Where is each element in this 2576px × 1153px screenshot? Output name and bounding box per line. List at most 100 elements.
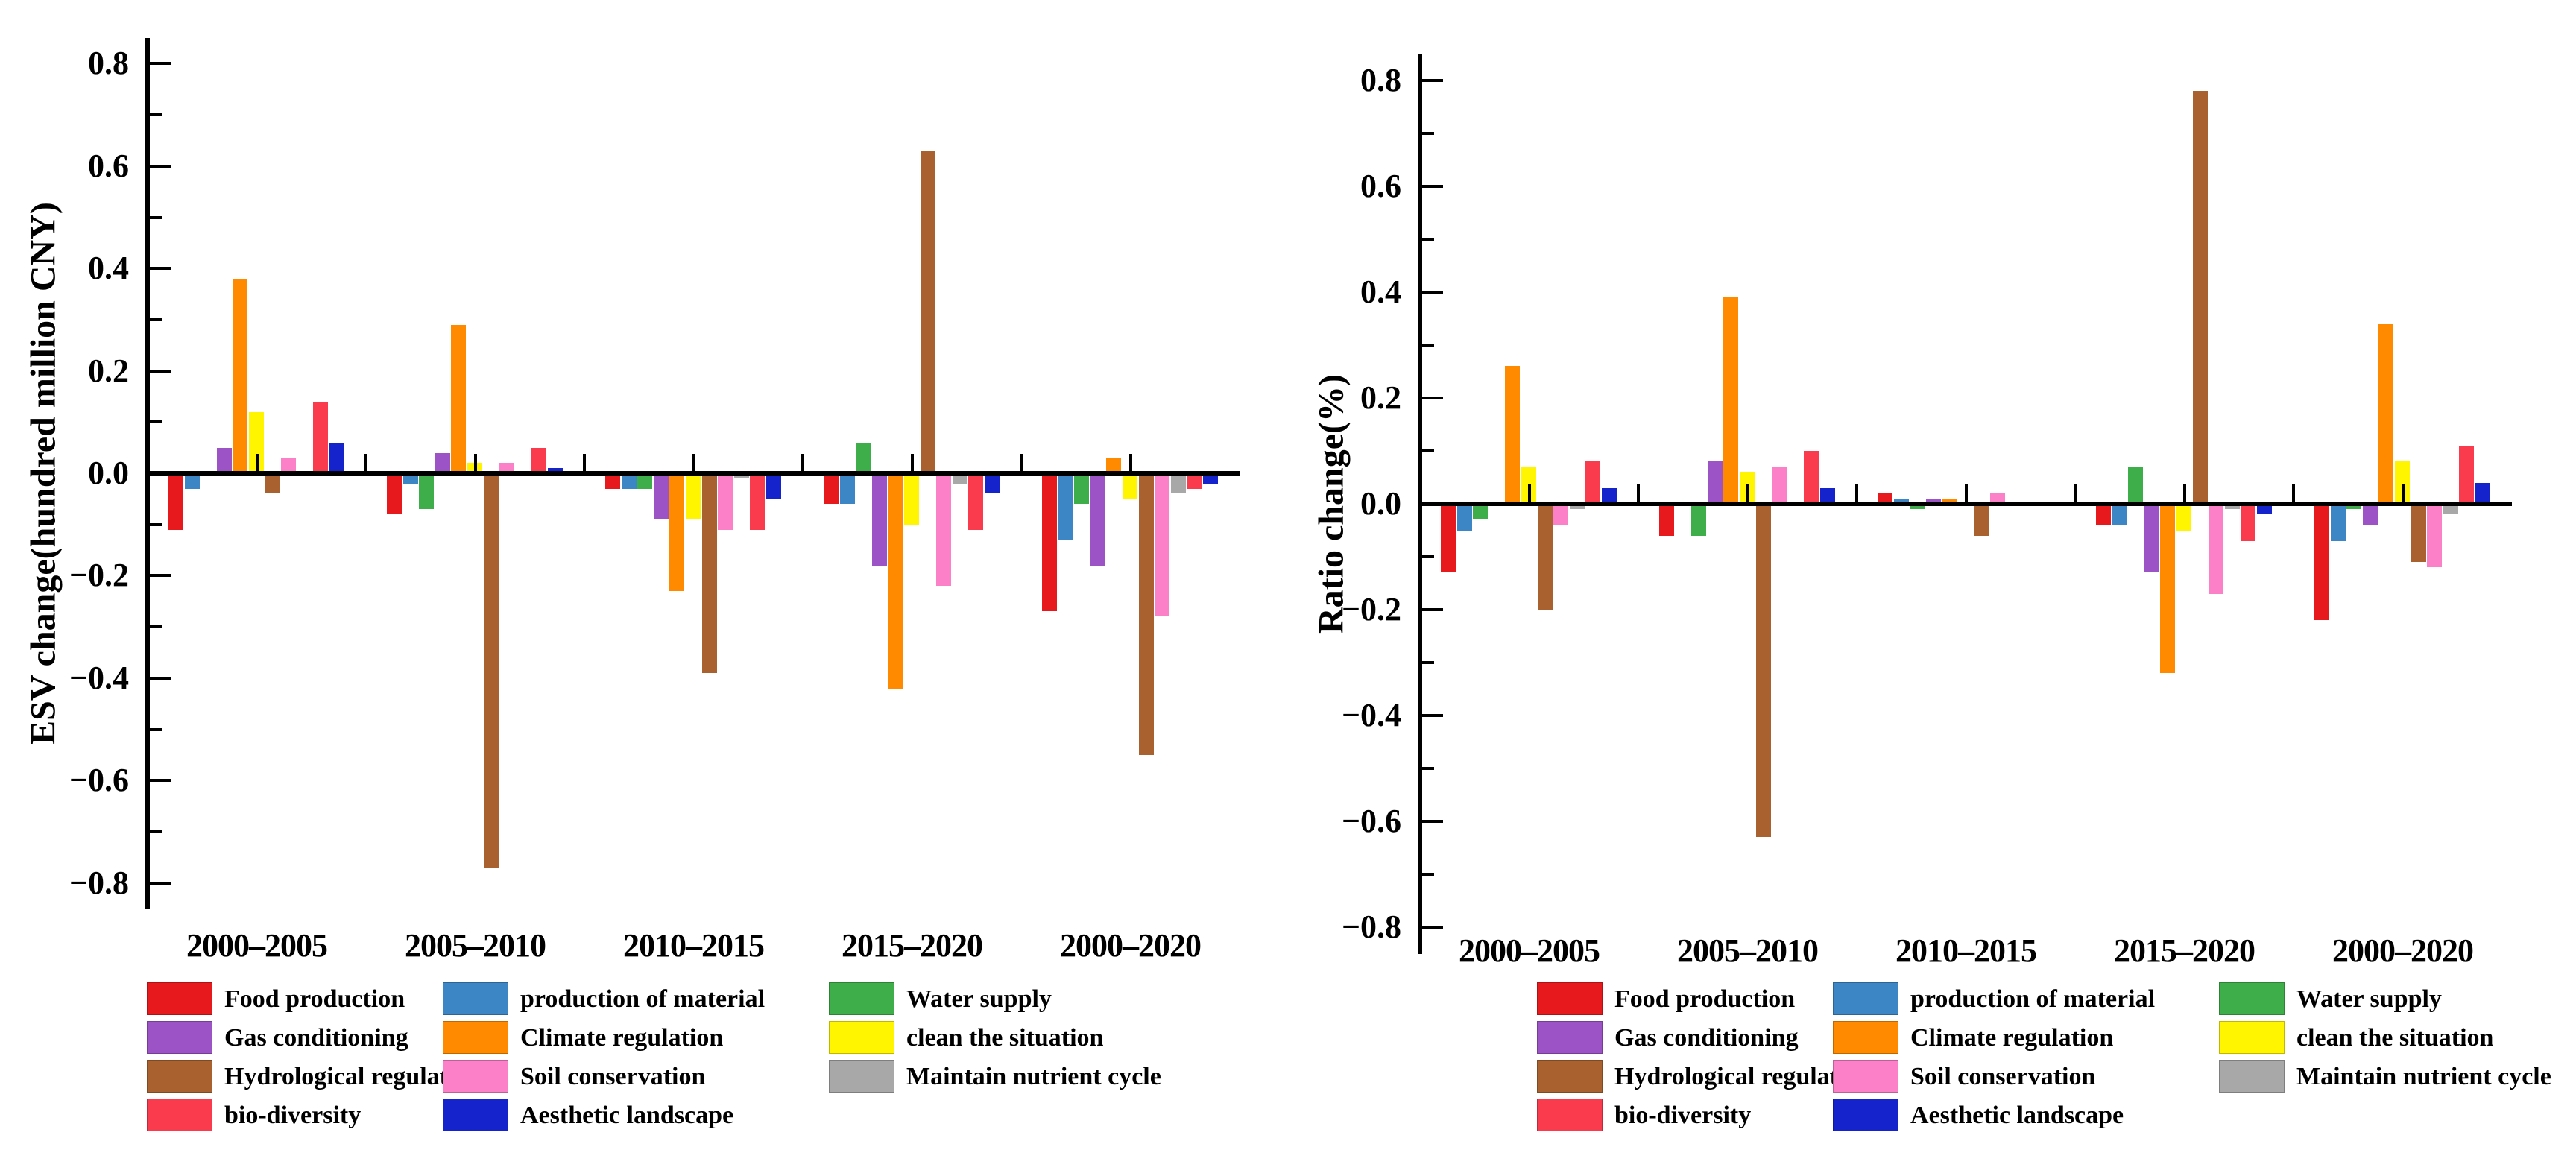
bar-gas-conditioning — [435, 452, 450, 473]
legend-item: Aesthetic landscape — [1833, 1099, 2206, 1134]
legend-item: Water supply — [829, 982, 1202, 1018]
legend-label: Soil conservation — [1910, 1063, 2096, 1090]
y-tick — [1422, 555, 1434, 558]
y-tick — [1422, 820, 1443, 823]
bar-aesthetic-landscape — [1203, 473, 1218, 484]
bar-maintain-nutrient-cycle — [2224, 504, 2240, 510]
legend-label: Climate regulation — [520, 1024, 724, 1052]
y-tick-label: −0.4 — [69, 659, 129, 696]
y-tick-label: 0.8 — [1360, 62, 1401, 98]
legend-swatch-icon — [2219, 982, 2285, 1015]
x-tick — [1746, 484, 1749, 504]
x-tick — [1020, 454, 1023, 473]
bar-gas-conditioning — [2144, 504, 2159, 573]
bar-water-supply — [1691, 504, 1707, 536]
bar-food-production — [387, 473, 402, 514]
bar-water-supply — [1910, 504, 1925, 510]
bar-clean-the-situation — [2176, 504, 2191, 531]
bar-bio-diversity — [1804, 451, 1819, 504]
legend-label: clean the situation — [906, 1024, 1104, 1052]
bar-clean-the-situation — [1123, 473, 1137, 499]
bar-climate-regulation — [451, 324, 467, 473]
x-category-label: 2005–2010 — [405, 927, 546, 964]
legend-label: Climate regulation — [1910, 1024, 2114, 1052]
bar-bio-diversity — [1585, 461, 1601, 504]
y-tick-label: −0.2 — [1341, 591, 1401, 628]
bar-soil-conservation — [281, 458, 297, 473]
legend-item: Gas conditioning — [1537, 1021, 1910, 1057]
y-tick-label: −0.6 — [69, 762, 129, 799]
bar-maintain-nutrient-cycle — [952, 473, 967, 484]
bar-gas-conditioning — [653, 473, 669, 519]
legend-item: production of material — [443, 982, 815, 1018]
y-tick — [1422, 291, 1443, 294]
legend-label: Maintain nutrient cycle — [2296, 1063, 2551, 1090]
legend-swatch-icon — [1537, 1060, 1603, 1093]
bar-production-of-material — [2330, 504, 2346, 541]
x-axis-line — [148, 471, 1240, 476]
y-tick — [1422, 449, 1434, 452]
legend-item: Hydrological regulation — [147, 1060, 520, 1096]
legend-label: Water supply — [2296, 985, 2442, 1013]
x-tick — [473, 454, 477, 473]
legend-swatch-icon — [147, 1099, 212, 1131]
legend-item: Food production — [1537, 982, 1910, 1018]
y-tick — [150, 830, 162, 833]
x-tick — [2401, 484, 2405, 504]
legend-label: Food production — [1614, 985, 1796, 1013]
x-tick — [364, 454, 367, 473]
bar-aesthetic-landscape — [1820, 487, 1835, 504]
bar-production-of-material — [2112, 504, 2127, 525]
legend-swatch-icon — [829, 1021, 894, 1054]
x-category-label: 2015–2020 — [842, 927, 983, 964]
legend-item: clean the situation — [829, 1021, 1202, 1057]
x-category-label: 2000–2005 — [186, 927, 328, 964]
y-tick-label: −0.8 — [69, 864, 129, 901]
y-tick-label: 0.6 — [88, 147, 129, 184]
legend-swatch-icon — [147, 1060, 212, 1093]
x-tick — [2182, 484, 2186, 504]
bar-water-supply — [1074, 473, 1090, 505]
bar-production-of-material — [184, 473, 200, 489]
legend-item: Water supply — [2219, 982, 2576, 1018]
legend-item: Climate regulation — [1833, 1021, 2206, 1057]
legend-item: Aesthetic landscape — [443, 1099, 815, 1134]
legend-item: Gas conditioning — [147, 1021, 520, 1057]
bar-hydrological-regulation — [1974, 504, 1989, 536]
bar-climate-regulation — [2378, 323, 2394, 504]
legend-swatch-icon — [1537, 982, 1603, 1015]
bar-bio-diversity — [313, 401, 329, 473]
y-tick-label: −0.8 — [1341, 909, 1401, 945]
legend-label: clean the situation — [2296, 1024, 2494, 1052]
bar-climate-regulation — [669, 473, 685, 591]
bar-soil-conservation — [2209, 504, 2224, 594]
bar-bio-diversity — [1187, 473, 1202, 489]
bar-aesthetic-landscape — [766, 473, 781, 499]
y-tick-label: 0.2 — [88, 352, 129, 389]
legend-item: Soil conservation — [1833, 1060, 2206, 1096]
y-tick — [150, 113, 162, 117]
y-tick — [1422, 397, 1443, 399]
x-category-label: 2000–2020 — [1060, 927, 1202, 964]
bar-climate-regulation — [1106, 458, 1122, 473]
y-tick-label: 0.0 — [1360, 485, 1401, 522]
y-tick — [150, 62, 171, 66]
bar-soil-conservation — [1553, 504, 1569, 525]
bar-soil-conservation — [1990, 493, 2006, 504]
legend-label: Soil conservation — [520, 1063, 706, 1090]
y-tick — [150, 318, 162, 321]
y-tick — [150, 164, 171, 168]
bar-gas-conditioning — [1707, 461, 1723, 504]
y-tick — [150, 625, 162, 629]
legend-label: Gas conditioning — [1614, 1024, 1799, 1052]
y-tick — [150, 779, 171, 783]
x-category-label: 2010–2015 — [1895, 932, 2037, 969]
legend-swatch-icon — [829, 982, 894, 1015]
bar-food-production — [168, 473, 183, 530]
bar-soil-conservation — [2427, 504, 2443, 568]
legend-label: Gas conditioning — [224, 1024, 408, 1052]
bar-hydrological-regulation — [1537, 504, 1553, 610]
legend-label: bio-diversity — [224, 1102, 362, 1129]
bar-water-supply — [2128, 467, 2144, 504]
